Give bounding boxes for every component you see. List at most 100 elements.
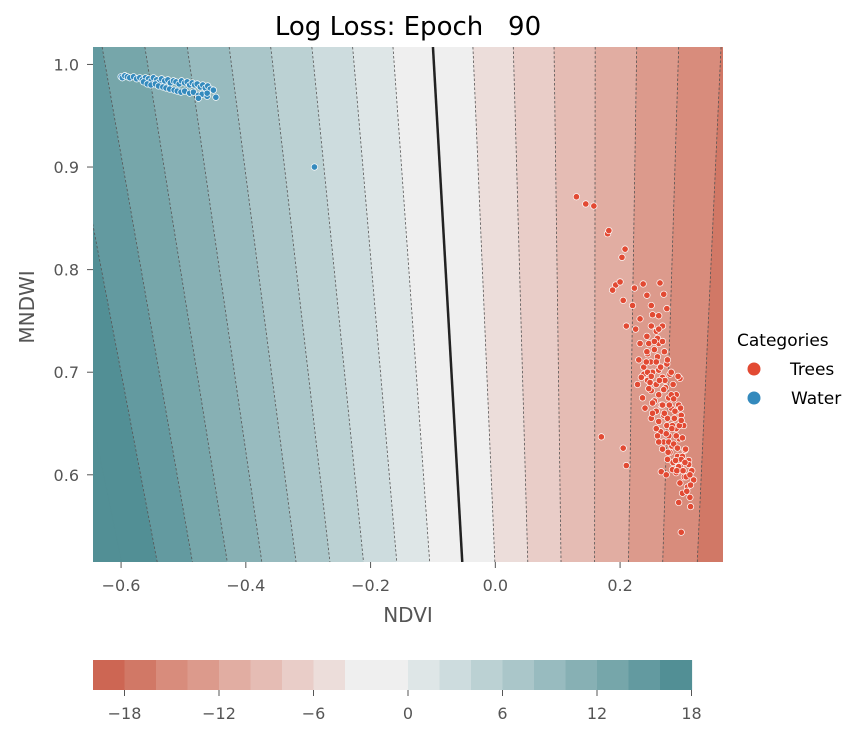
y-tick-label: 1.0: [54, 55, 79, 74]
data-point-trees: [677, 404, 685, 412]
contour-band: [270, 47, 364, 562]
data-point-trees: [622, 322, 630, 330]
data-point-trees: [660, 386, 668, 394]
data-point-trees: [572, 193, 580, 201]
data-point-trees: [662, 430, 670, 438]
data-point-trees: [657, 363, 665, 371]
data-point-trees: [667, 368, 675, 376]
data-point-trees: [648, 311, 657, 319]
y-tick-label: 0.7: [54, 363, 79, 382]
data-point-trees: [664, 448, 672, 456]
contour-band: [767, 47, 850, 562]
data-point-trees: [658, 445, 667, 453]
colorbar-segment: [565, 660, 598, 690]
data-point-trees: [658, 337, 667, 345]
colorbar-tick-label: 6: [497, 704, 507, 723]
contour-line: [767, 47, 807, 562]
colorbar-segment: [660, 660, 693, 690]
data-point-trees: [619, 444, 627, 452]
contour-line: [392, 47, 431, 562]
data-point-trees: [687, 481, 695, 489]
data-point-trees: [668, 425, 676, 433]
colorbar-segment: [93, 660, 126, 690]
data-point-trees: [639, 280, 647, 288]
data-point-trees: [643, 291, 651, 299]
data-point-trees: [677, 416, 685, 424]
contour-line: [512, 47, 529, 562]
contour-line: [270, 47, 331, 562]
data-point-trees: [686, 471, 694, 479]
data-point-trees: [650, 337, 658, 345]
contour-band: [732, 47, 807, 562]
colorbar-segment: [313, 660, 346, 690]
data-point-water: [189, 88, 197, 96]
data-point-trees: [660, 409, 668, 417]
contour-band: [352, 47, 430, 562]
data-point-trees: [663, 356, 672, 364]
contour-band: [803, 47, 868, 562]
data-point-water: [212, 93, 220, 101]
data-point-trees: [582, 200, 590, 208]
data-point-water: [194, 94, 202, 102]
contour-line: [472, 47, 496, 562]
contour-line: [594, 47, 596, 562]
data-point-trees: [597, 433, 605, 441]
colorbar-segment: [345, 660, 378, 690]
x-tick-label: −0.4: [226, 576, 265, 595]
data-point-trees: [650, 346, 658, 354]
contour-line: [352, 47, 398, 562]
data-point-trees: [655, 417, 663, 426]
x-tick-label: 0.0: [483, 576, 508, 595]
data-point-trees: [679, 467, 687, 475]
data-point-trees: [655, 312, 663, 320]
x-tick-label: −0.6: [102, 576, 141, 595]
x-tick-label: 0.2: [607, 576, 632, 595]
colorbar-segment: [376, 660, 409, 690]
data-point-trees: [673, 444, 682, 452]
contour-line: [186, 47, 263, 562]
data-point-trees: [641, 404, 649, 412]
data-point-trees: [652, 425, 660, 433]
data-point-trees: [670, 414, 678, 422]
data-point-trees: [663, 414, 672, 422]
x-tick-label: −0.2: [351, 576, 390, 595]
contour-line: [228, 47, 297, 562]
data-point-trees: [670, 395, 678, 403]
colorbar-segment: [250, 660, 283, 690]
data-point-trees: [655, 438, 663, 446]
data-point-trees: [609, 286, 617, 294]
data-point-water: [310, 163, 318, 171]
data-point-trees: [633, 380, 642, 389]
contour-band: [311, 47, 398, 562]
legend-marker-trees: [747, 362, 761, 376]
legend-label-trees: Trees: [789, 360, 834, 380]
colorbar-ticks: −18 −12 −6 0 6 12 18: [108, 690, 702, 723]
data-point-trees: [646, 378, 654, 387]
y-tick-label: 0.6: [54, 466, 79, 485]
data-point-trees: [636, 315, 644, 323]
decision-boundary-layer: [431, 47, 464, 562]
colorbar-tick-label: −12: [202, 704, 236, 723]
x-axis-label: NDVI: [383, 603, 433, 627]
data-point-water: [209, 86, 217, 94]
data-point-trees: [652, 358, 660, 366]
colorbar-segment: [124, 660, 157, 690]
data-point-trees: [690, 476, 698, 484]
colorbar-segment: [282, 660, 315, 690]
legend: Categories Trees Water: [737, 331, 841, 409]
data-point-trees: [658, 401, 667, 409]
contour-line: [696, 47, 722, 562]
data-point-trees: [672, 432, 680, 440]
data-point-trees: [675, 498, 683, 507]
data-point-trees: [637, 373, 645, 381]
data-point-trees: [660, 348, 668, 356]
legend-title: Categories: [737, 331, 829, 351]
data-point-trees: [648, 399, 657, 407]
data-point-trees: [671, 407, 679, 415]
legend-label-water: Water: [791, 389, 841, 409]
contour-band: [93, 47, 193, 562]
data-point-trees: [622, 462, 630, 470]
legend-marker-water: [747, 391, 761, 405]
data-point-trees: [686, 493, 694, 501]
